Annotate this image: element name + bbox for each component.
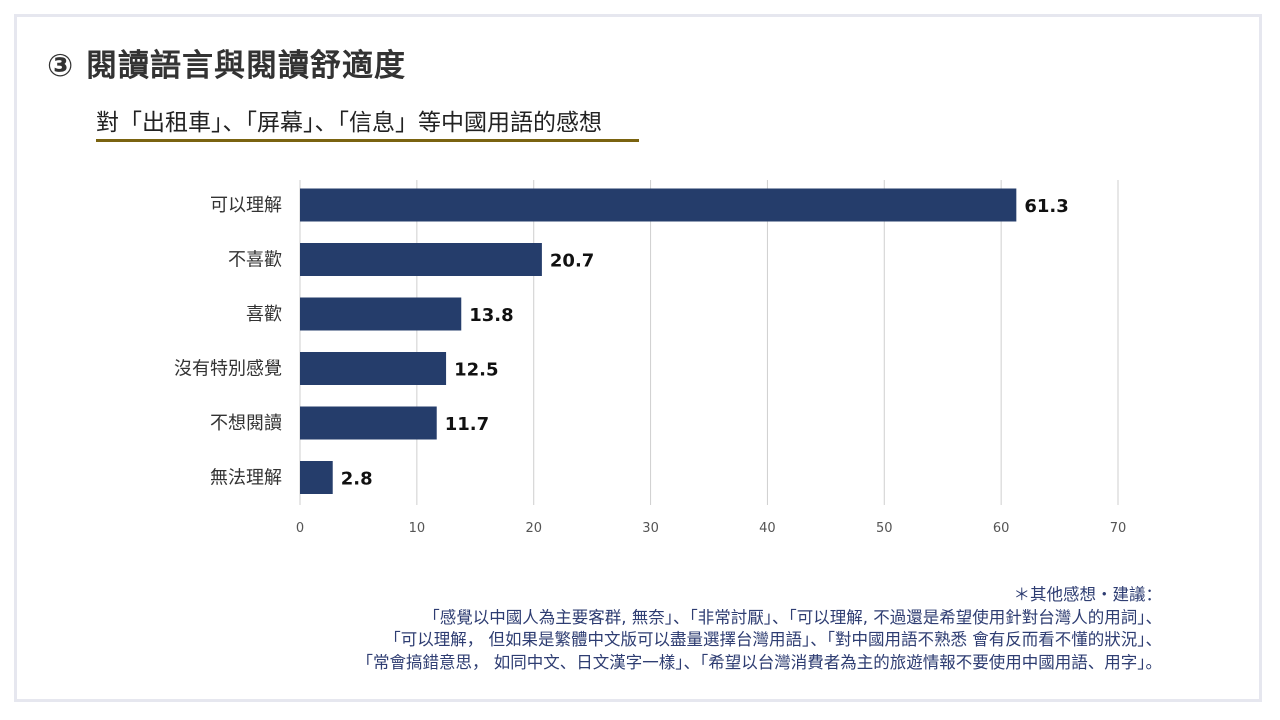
category-label: 無法理解 (210, 468, 282, 489)
bar (300, 352, 447, 385)
x-tick-label: 60 (993, 521, 1010, 536)
bar (300, 297, 462, 331)
data-label: 13.8 (469, 305, 513, 326)
notes-line: 「可以理解， 但如果是繁體中文版可以盡量選擇台灣用語」、「對中國用語不熟悉 會有… (384, 630, 1162, 649)
slide-frame (14, 14, 1262, 702)
bar (300, 406, 437, 440)
notes-line: 「常會搞錯意思， 如同中文、日文漢字一樣」、「希望以台灣消費者為主的旅遊情報不要… (356, 652, 1163, 672)
chart-labels: 0 10 20 30 40 50 60 70 可以理解 61.3 不喜歡 20.7 喜歡 13.8 沒有特別… (174, 195, 1126, 536)
chart-bars (300, 188, 1017, 494)
category-label: 不喜歡 (228, 250, 282, 271)
x-tick-label: 40 (759, 521, 776, 536)
x-tick-label: 20 (525, 521, 542, 536)
x-tick-label: 30 (642, 521, 659, 536)
bar (300, 461, 333, 494)
data-label: 11.7 (445, 414, 489, 435)
data-label: 2.8 (341, 469, 373, 490)
chart-grid (299, 180, 1119, 505)
category-label: 不想閱讀 (210, 413, 282, 434)
x-tick-label: 50 (876, 521, 893, 536)
page-title: ③ 閱讀語言與閱讀舒適度 (47, 48, 407, 84)
subtitle-underline (96, 139, 639, 142)
data-label: 20.7 (550, 251, 594, 272)
bar (300, 243, 542, 276)
x-tick-label: 70 (1110, 521, 1127, 536)
x-tick-label: 0 (296, 521, 304, 536)
notes-line: 「感覺以中國人為主要客群, 無奈」、「非常討厭」、「可以理解, 不過還是希望使用… (423, 607, 1162, 627)
bar (300, 188, 1017, 222)
data-label: 61.3 (1024, 196, 1068, 217)
category-label: 可以理解 (210, 195, 282, 216)
category-label: 喜歡 (246, 304, 282, 325)
data-label: 12.5 (454, 360, 498, 381)
notes-block: ＊其他感想・建議： 「感覺以中國人為主要客群, 無奈」、「非常討厭」、「可以理解… (357, 584, 1163, 674)
notes-heading: ＊其他感想・建議： (1013, 585, 1163, 604)
chart-subtitle: 對「出租車」、「屏幕」、「信息」等中國用語的感想 (96, 110, 602, 136)
category-label: 沒有特別感覺 (174, 359, 282, 380)
x-tick-label: 10 (409, 521, 426, 536)
